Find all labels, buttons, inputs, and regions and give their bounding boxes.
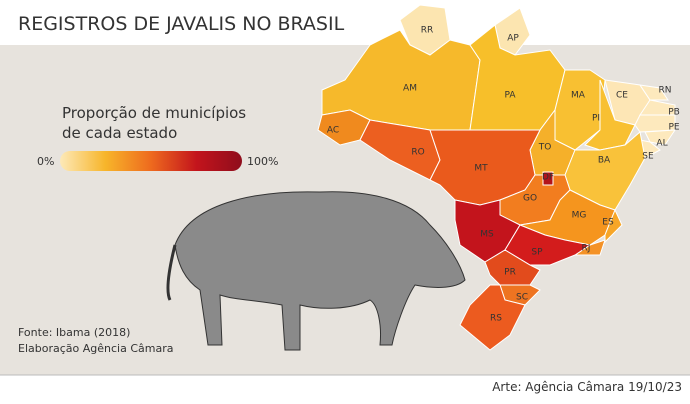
state-label: PB <box>668 108 680 118</box>
state-shape <box>459 284 526 351</box>
state-label: SE <box>642 152 654 162</box>
state-label: RN <box>659 86 672 96</box>
state-label: AC <box>327 126 339 136</box>
credit: Arte: Agência Câmara 19/10/23 <box>492 380 682 394</box>
state-label: ES <box>602 218 614 228</box>
state-label: PR <box>504 268 516 278</box>
state-label: BA <box>598 156 611 166</box>
legend-bar <box>60 151 242 171</box>
source: Fonte: Ibama (2018) <box>18 326 130 339</box>
legend-title: de cada estado <box>62 124 177 142</box>
legend-title: Proporção de municípios <box>62 104 246 122</box>
state-label: RJ <box>582 244 591 254</box>
state-shape <box>484 249 541 286</box>
state-shape <box>542 171 554 186</box>
state-label: GO <box>523 194 537 204</box>
state-label: PI <box>592 114 600 124</box>
state-label: PE <box>668 123 679 133</box>
state-label: RR <box>421 26 434 36</box>
state-label: AL <box>656 139 667 149</box>
state-label: MG <box>572 211 587 221</box>
state-label: RO <box>411 148 424 158</box>
state-shape <box>638 84 669 101</box>
state-label: MS <box>480 230 494 240</box>
legend-max: 100% <box>247 155 278 168</box>
legend-min: 0% <box>37 155 54 168</box>
state-label: SP <box>531 248 543 258</box>
state-label: AM <box>403 84 417 94</box>
state-label: DF <box>542 173 554 183</box>
state-label: RS <box>490 314 502 324</box>
state-shape <box>634 114 676 133</box>
state-label: TO <box>538 143 552 153</box>
boar-illustration <box>166 191 466 351</box>
source: Elaboração Agência Câmara <box>18 342 173 355</box>
state-shape <box>644 129 676 146</box>
state-shape <box>604 208 623 244</box>
title: REGISTROS DE JAVALIS NO BRASIL <box>18 13 345 35</box>
state-label: MT <box>474 164 488 174</box>
state-label: SC <box>516 293 528 303</box>
state-label: AP <box>507 34 519 44</box>
state-label: PA <box>504 91 516 101</box>
state-label: CE <box>616 91 628 101</box>
state-label: MA <box>571 91 586 101</box>
